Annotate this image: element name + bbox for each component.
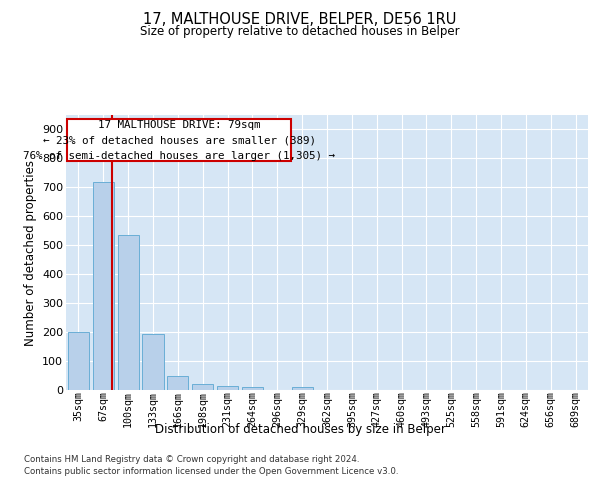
- Text: 17, MALTHOUSE DRIVE, BELPER, DE56 1RU: 17, MALTHOUSE DRIVE, BELPER, DE56 1RU: [143, 12, 457, 28]
- Text: 17 MALTHOUSE DRIVE: 79sqm
← 23% of detached houses are smaller (389)
76% of semi: 17 MALTHOUSE DRIVE: 79sqm ← 23% of detac…: [23, 120, 335, 161]
- Bar: [242, 386, 263, 390]
- Bar: [192, 384, 213, 390]
- Text: Distribution of detached houses by size in Belper: Distribution of detached houses by size …: [155, 422, 445, 436]
- Text: Size of property relative to detached houses in Belper: Size of property relative to detached ho…: [140, 25, 460, 38]
- FancyBboxPatch shape: [67, 120, 291, 162]
- Bar: [93, 182, 114, 390]
- Bar: [68, 332, 89, 390]
- Bar: [167, 376, 188, 390]
- Bar: [118, 236, 139, 390]
- Y-axis label: Number of detached properties: Number of detached properties: [23, 160, 37, 346]
- Text: Contains HM Land Registry data © Crown copyright and database right 2024.
Contai: Contains HM Land Registry data © Crown c…: [24, 455, 398, 476]
- Bar: [217, 386, 238, 390]
- Bar: [142, 334, 164, 390]
- Bar: [292, 387, 313, 390]
